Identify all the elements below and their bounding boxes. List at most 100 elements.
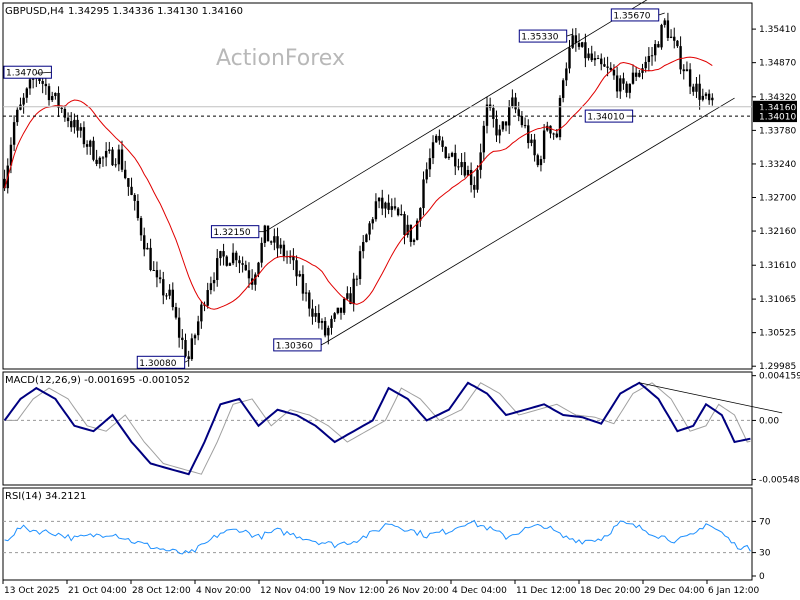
candle-body	[209, 283, 213, 291]
candle-body	[650, 55, 654, 57]
candle-body	[9, 144, 13, 166]
candle-body	[120, 149, 124, 170]
candle-body	[206, 290, 209, 306]
candle-body	[419, 208, 422, 221]
candle-body	[73, 119, 76, 128]
candle-body	[422, 179, 425, 209]
candle-body	[31, 78, 35, 80]
candle-body	[679, 46, 682, 70]
annotation-connector	[36, 71, 52, 74]
candle-body	[561, 80, 565, 98]
candle-body	[298, 274, 301, 277]
annotation-connector	[184, 359, 189, 363]
candle-body	[628, 83, 632, 93]
candle-body	[85, 144, 89, 147]
time-tick-label: 29 Dec 04:00	[644, 586, 705, 596]
candle-body	[181, 337, 184, 341]
macd-line	[3, 381, 751, 476]
candle-body	[466, 169, 470, 176]
candle-body	[266, 225, 270, 242]
candle-body	[707, 93, 711, 101]
candle-body	[114, 164, 117, 166]
candle-body	[28, 79, 32, 89]
candle-body	[469, 169, 473, 185]
candle-body	[549, 125, 552, 134]
current-price-box	[753, 100, 797, 113]
time-tick-label: 11 Dec 12:00	[516, 586, 577, 596]
candle-body	[222, 251, 225, 257]
macd-signal-line	[4, 382, 751, 475]
candle-body	[352, 278, 355, 305]
macd-tick-label: 0.004159	[759, 372, 800, 382]
candle-body	[504, 121, 508, 126]
candle-body	[384, 202, 387, 209]
candle-body	[400, 213, 403, 216]
macd-tick-label: 0.00	[759, 416, 779, 426]
price-tick-label: 1.32160	[759, 227, 796, 237]
candle-body	[333, 313, 336, 319]
candle-body	[362, 242, 365, 252]
candle-body	[22, 97, 25, 105]
grid-layer	[2, 2, 753, 581]
candle-body	[387, 202, 390, 210]
candle-body	[190, 338, 194, 360]
candle-body	[82, 127, 86, 145]
candle-body	[320, 321, 324, 323]
candle-body	[196, 321, 200, 336]
price-tick-label: 1.31065	[759, 295, 796, 305]
candle-body	[152, 270, 155, 272]
annotation-connector	[658, 12, 665, 16]
candle-body	[669, 36, 673, 38]
channel-line-1	[324, 97, 735, 344]
candle-body	[317, 313, 320, 323]
candle-body	[336, 307, 340, 314]
candle-body	[25, 88, 29, 98]
candle-body	[187, 356, 190, 360]
channel-line-0	[264, 0, 648, 233]
header-ohlc: 1.34295 1.34336 1.34130 1.34160	[68, 6, 243, 17]
candle-body	[393, 206, 397, 209]
panel-frame-2	[2, 487, 753, 581]
panel-frame-1	[2, 371, 753, 486]
time-tick-label: 18 Dec 20:00	[580, 586, 641, 596]
candle-body	[638, 72, 641, 77]
dashed-level-box	[753, 110, 797, 123]
time-tick-label: 28 Oct 12:00	[132, 586, 191, 596]
candle-body	[257, 262, 260, 275]
annotation-box	[584, 109, 634, 123]
header-symbol: GBPUSD,H4	[5, 6, 64, 17]
annotation-label: 1.34010	[587, 113, 624, 123]
candle-body	[216, 258, 219, 280]
time-tick-label: 26 Nov 20:00	[388, 586, 449, 596]
price-tick-label: 1.32700	[759, 193, 796, 203]
price-tick-label: 1.33240	[759, 160, 796, 170]
candle-body	[63, 108, 67, 118]
candle-body	[603, 64, 606, 67]
candle-body	[571, 35, 574, 48]
candle-body	[146, 247, 149, 250]
dashed-level-box-label: 1.34010	[759, 113, 796, 123]
annotation-connector	[320, 342, 326, 346]
candle-body	[200, 304, 203, 322]
candle-body	[174, 307, 178, 318]
candle-body	[133, 194, 136, 201]
candle-body	[219, 251, 222, 259]
candle-body	[177, 317, 181, 338]
candle-body	[358, 251, 362, 279]
candle-body	[523, 125, 527, 127]
annotation-label: 1.30360	[276, 341, 313, 351]
candle-body	[381, 197, 384, 209]
candle-body	[654, 44, 657, 56]
annotation-label: 1.35670	[613, 11, 650, 21]
candle-body	[476, 169, 479, 190]
rsi-title: RSI(14) 34.2121	[5, 491, 86, 502]
axis-layer: 1.35410 1.34870 1.34320 1.33780 1.33240 1.327…	[2, 25, 800, 596]
candle-body	[615, 75, 619, 92]
candle-body	[377, 197, 381, 202]
candle-body	[171, 289, 174, 308]
candle-body	[409, 224, 413, 242]
candle-body	[415, 220, 419, 240]
candle-body	[50, 96, 54, 101]
price-tick-label: 1.30525	[759, 329, 796, 339]
candle-body	[282, 244, 286, 257]
